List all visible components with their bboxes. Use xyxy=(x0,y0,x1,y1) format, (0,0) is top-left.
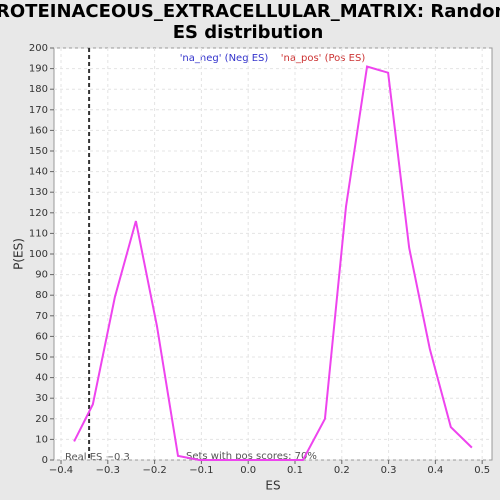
y-tick-label: 140 xyxy=(29,167,48,178)
chart-title: PROTEINACEOUS_EXTRACELLULAR_MATRIX: Rand… xyxy=(0,1,500,43)
legend-neg: 'na_neg' (Neg ES) xyxy=(180,53,269,64)
y-tick-label: 70 xyxy=(35,311,48,322)
x-tick-label: −0.2 xyxy=(142,465,166,476)
x-tick-label: 0.2 xyxy=(334,465,350,476)
y-tick-label: 200 xyxy=(29,43,48,54)
x-tick-label: 0.1 xyxy=(287,465,303,476)
y-tick-label: 170 xyxy=(29,105,48,116)
y-tick-label: 130 xyxy=(29,187,48,198)
y-tick-label: 120 xyxy=(29,208,48,219)
y-tick-label: 90 xyxy=(35,270,48,281)
x-axis-label: ES xyxy=(265,479,280,493)
y-tick-label: 0 xyxy=(42,455,48,466)
x-tick-label: 0.0 xyxy=(240,465,256,476)
real-es-label: Real ES −0.3 xyxy=(65,452,130,463)
y-tick-label: 150 xyxy=(29,146,48,157)
y-tick-label: 30 xyxy=(35,393,48,404)
x-tick-label: −0.4 xyxy=(49,465,73,476)
y-axis-label: P(ES) xyxy=(12,238,26,270)
y-tick-label: 110 xyxy=(29,228,48,239)
y-tick-label: 190 xyxy=(29,64,48,75)
y-tick-label: 80 xyxy=(35,290,48,301)
y-tick-label: 20 xyxy=(35,414,48,425)
x-tick-label: −0.1 xyxy=(189,465,213,476)
pos-score-note: Sets with pos scores: 70% xyxy=(186,451,317,462)
x-tick-label: 0.5 xyxy=(474,465,490,476)
y-tick-label: 60 xyxy=(35,331,48,342)
y-tick-label: 160 xyxy=(29,125,48,136)
y-tick-label: 40 xyxy=(35,373,48,384)
legend-pos: 'na_pos' (Pos ES) xyxy=(281,53,366,64)
y-tick-label: 180 xyxy=(29,84,48,95)
y-tick-label: 100 xyxy=(29,249,48,260)
x-tick-label: −0.3 xyxy=(96,465,120,476)
y-tick-label: 10 xyxy=(35,434,48,445)
x-tick-label: 0.3 xyxy=(381,465,397,476)
y-tick-label: 50 xyxy=(35,352,48,363)
x-tick-label: 0.4 xyxy=(427,465,443,476)
line-series xyxy=(73,65,473,461)
